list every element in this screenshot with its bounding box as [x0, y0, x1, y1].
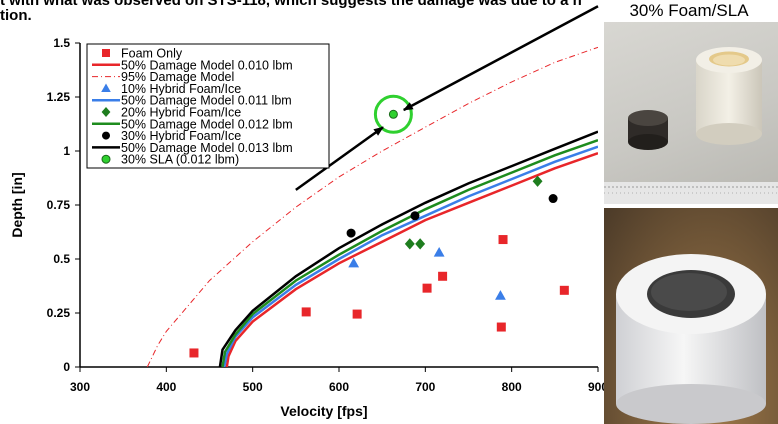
legend-swatch-foam-only — [102, 49, 110, 57]
legend-swatch-10-hybrid-foam-ice — [101, 83, 111, 92]
point-30-hybrid-foam-ice — [410, 211, 420, 221]
point-10-hybrid-foam-ice — [495, 290, 506, 300]
legend-label-50-damage-model-0-012-lbm: 50% Damage Model 0.012 lbm — [121, 117, 293, 131]
legend-box — [86, 43, 330, 169]
annotation-arrow — [402, 5, 599, 112]
curve-50-damage-model-0-011-lbm — [222, 145, 598, 367]
caption-text: t with what was observed on STS-118, whi… — [0, 0, 600, 23]
depth-vs-velocity-chart: 300 400 500 600 700 800 900 0 0.25 0.5 0.75 1 1.25 1.… — [9, 5, 604, 419]
x-tick-label: 400 — [156, 380, 176, 394]
point-20-hybrid-foam-ice — [415, 238, 426, 250]
x-tick-label: 800 — [502, 380, 522, 394]
legend-label-30-hybrid-foam-ice: 30% Hybrid Foam/Ice — [121, 129, 241, 143]
caption-line-1: t with what was observed on STS-118, whi… — [0, 0, 582, 9]
point-10-hybrid-foam-ice — [348, 257, 360, 268]
point-20-hybrid-foam-ice — [532, 175, 543, 187]
x-tick-label: 300 — [70, 380, 90, 394]
x-tick-label: 600 — [329, 380, 349, 394]
legend-label-10-hybrid-foam-ice: 10% Hybrid Foam/Ice — [121, 82, 241, 96]
curve-50-damage-model-0-012-lbm — [221, 139, 598, 367]
point-foam-only — [498, 235, 508, 245]
foam-cylinder-photo — [604, 22, 778, 204]
y-tick-label: 1.25 — [47, 90, 71, 104]
y-tick-label: 1 — [63, 144, 70, 158]
point-foam-only — [438, 271, 448, 281]
y-tick-label: 0 — [63, 360, 70, 374]
point-10-hybrid-foam-ice — [433, 246, 445, 257]
point-foam-only — [559, 285, 569, 295]
legend-label-50-damage-model-0-013-lbm: 50% Damage Model 0.013 lbm — [121, 141, 293, 155]
photo-label: 30% Foam/SLA — [629, 1, 749, 20]
caption-line-2: tion. — [0, 7, 32, 23]
point-30-hybrid-foam-ice — [346, 228, 356, 238]
point-foam-only — [496, 322, 506, 332]
point-foam-only — [189, 348, 199, 358]
point-30-sla-0-012-lbm — [388, 109, 398, 119]
curve-50-damage-model-0-010-lbm — [225, 152, 598, 367]
legend-swatch-30-sla-0-012-lbm — [101, 154, 111, 164]
legend-label-foam-only: Foam Only — [121, 47, 183, 61]
x-tick-label: 900 — [588, 380, 604, 394]
legend-swatch-30-hybrid-foam-ice — [102, 131, 110, 140]
curve-95-damage-model — [146, 46, 598, 367]
point-foam-only — [301, 307, 311, 317]
legend-label-30-sla-0-012-lbm: 30% SLA (0.012 lbm) — [121, 153, 239, 167]
annotation-arrow — [295, 126, 384, 191]
y-axis-label: Depth [in] — [9, 172, 25, 237]
y-tick-label: 0.5 — [53, 252, 70, 266]
legend-swatch-20-hybrid-foam-ice — [101, 107, 111, 117]
y-tick-label: 0.25 — [47, 306, 71, 320]
point-20-hybrid-foam-ice — [404, 238, 415, 250]
sla-core-closeup-photo — [604, 208, 778, 424]
point-foam-only — [422, 283, 432, 293]
legend-label-95-damage-model: 95% Damage Model — [121, 70, 234, 84]
legend-label-50-damage-model-0-011-lbm: 50% Damage Model 0.011 lbm — [121, 94, 292, 108]
x-tick-label: 500 — [243, 380, 263, 394]
x-axis-label: Velocity [fps] — [280, 403, 367, 419]
curve-50-damage-model-0-013-lbm — [218, 130, 598, 367]
point-foam-only — [352, 309, 362, 319]
y-tick-label: 1.5 — [53, 36, 70, 50]
legend-label-50-damage-model-0-010-lbm: 50% Damage Model 0.010 lbm — [121, 58, 293, 72]
highlight-circle — [373, 94, 413, 134]
x-tick-label: 700 — [415, 380, 435, 394]
legend-label-20-hybrid-foam-ice: 20% Hybrid Foam/Ice — [121, 106, 241, 120]
y-tick-label: 0.75 — [47, 198, 71, 212]
point-30-hybrid-foam-ice — [548, 194, 558, 204]
